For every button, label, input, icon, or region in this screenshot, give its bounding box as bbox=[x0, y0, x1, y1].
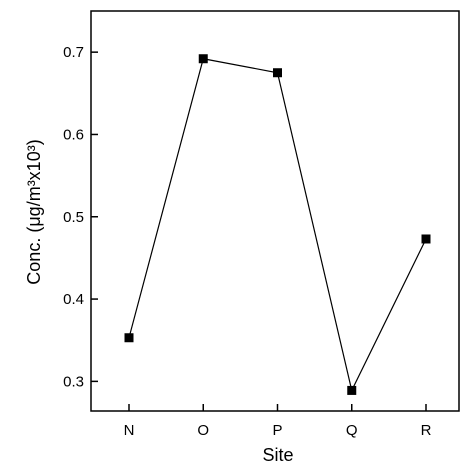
y-tick-label: 0.7 bbox=[63, 44, 84, 61]
y-axis-title: Conc. (μg/m³x10³) bbox=[24, 139, 44, 284]
data-point-O bbox=[198, 54, 208, 64]
y-axis-ticks: 0.3 0.4 0.5 0.6 0.7 bbox=[63, 44, 98, 390]
series-line bbox=[128, 58, 427, 393]
x-tick-label: O bbox=[197, 422, 209, 439]
plot-border bbox=[90, 10, 460, 412]
plot-frame bbox=[90, 10, 460, 412]
y-tick-label: 0.3 bbox=[63, 373, 84, 390]
data-point-P bbox=[273, 68, 282, 78]
x-axis-ticks: N O P Q R bbox=[124, 404, 432, 439]
x-tick-label: Q bbox=[346, 422, 358, 439]
x-tick-label: N bbox=[124, 422, 135, 439]
data-point-R bbox=[421, 234, 431, 244]
x-tick-label: R bbox=[421, 422, 432, 439]
data-point-Q bbox=[347, 385, 357, 395]
x-axis-title: Site bbox=[262, 445, 293, 465]
y-tick-label: 0.4 bbox=[63, 291, 84, 308]
y-tick-label: 0.6 bbox=[63, 126, 84, 143]
series-group bbox=[124, 54, 431, 395]
y-tick-label: 0.5 bbox=[63, 209, 84, 226]
x-tick-label: P bbox=[272, 422, 282, 439]
data-point-N bbox=[124, 333, 134, 343]
